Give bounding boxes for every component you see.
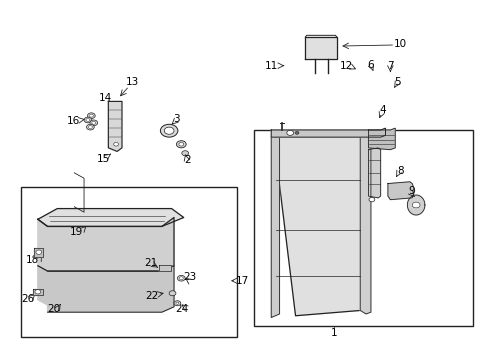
Polygon shape (387, 182, 414, 200)
Text: 11: 11 (264, 61, 277, 71)
Text: 12: 12 (339, 61, 352, 71)
Polygon shape (38, 208, 183, 226)
Polygon shape (360, 130, 370, 314)
Text: 1: 1 (330, 328, 337, 338)
Circle shape (86, 124, 94, 130)
Bar (21, 187, 237, 337)
Circle shape (411, 202, 419, 208)
Text: 24: 24 (175, 303, 188, 314)
Text: 9: 9 (407, 186, 414, 197)
Text: 14: 14 (99, 93, 112, 103)
Circle shape (294, 131, 298, 134)
Circle shape (92, 121, 96, 124)
Polygon shape (271, 128, 385, 137)
Circle shape (176, 141, 186, 148)
Polygon shape (368, 128, 394, 150)
Text: 23: 23 (183, 272, 196, 282)
Text: 8: 8 (396, 166, 403, 176)
Circle shape (182, 151, 188, 156)
Circle shape (35, 290, 41, 294)
Circle shape (89, 114, 93, 117)
Polygon shape (33, 289, 42, 295)
Polygon shape (38, 266, 47, 305)
Polygon shape (108, 102, 122, 152)
Circle shape (176, 302, 179, 304)
Polygon shape (159, 265, 170, 271)
Text: 19: 19 (70, 227, 83, 237)
Polygon shape (34, 248, 42, 257)
Text: 10: 10 (393, 39, 406, 49)
Text: 26: 26 (21, 294, 35, 303)
Circle shape (36, 250, 41, 254)
Polygon shape (305, 37, 336, 59)
Text: 3: 3 (173, 113, 180, 123)
Polygon shape (407, 195, 424, 215)
Circle shape (114, 143, 118, 146)
Circle shape (177, 275, 185, 281)
Text: 22: 22 (145, 291, 159, 301)
Polygon shape (273, 132, 361, 316)
Circle shape (368, 198, 374, 202)
Circle shape (87, 113, 95, 118)
Polygon shape (47, 266, 174, 312)
Text: 21: 21 (144, 258, 158, 268)
Polygon shape (368, 148, 380, 198)
Text: 17: 17 (235, 276, 248, 286)
Circle shape (169, 291, 176, 296)
Polygon shape (271, 134, 279, 318)
Text: 5: 5 (393, 77, 400, 87)
Text: 7: 7 (386, 61, 393, 71)
Text: 16: 16 (66, 116, 80, 126)
Text: 25: 25 (380, 133, 393, 143)
Bar (254, 130, 472, 327)
Circle shape (174, 301, 181, 306)
Circle shape (286, 130, 293, 135)
Circle shape (160, 124, 178, 137)
Text: 15: 15 (97, 154, 110, 163)
Text: 13: 13 (126, 77, 139, 87)
Text: 2: 2 (183, 156, 190, 165)
Polygon shape (38, 217, 174, 271)
Circle shape (90, 120, 98, 126)
Text: 4: 4 (379, 105, 386, 115)
Circle shape (88, 126, 92, 129)
Circle shape (86, 118, 90, 121)
Text: 6: 6 (367, 60, 373, 70)
Circle shape (179, 143, 183, 146)
Text: 20: 20 (47, 304, 60, 314)
Circle shape (84, 117, 92, 123)
Circle shape (179, 277, 183, 280)
Circle shape (164, 127, 174, 134)
Text: 18: 18 (25, 255, 39, 265)
